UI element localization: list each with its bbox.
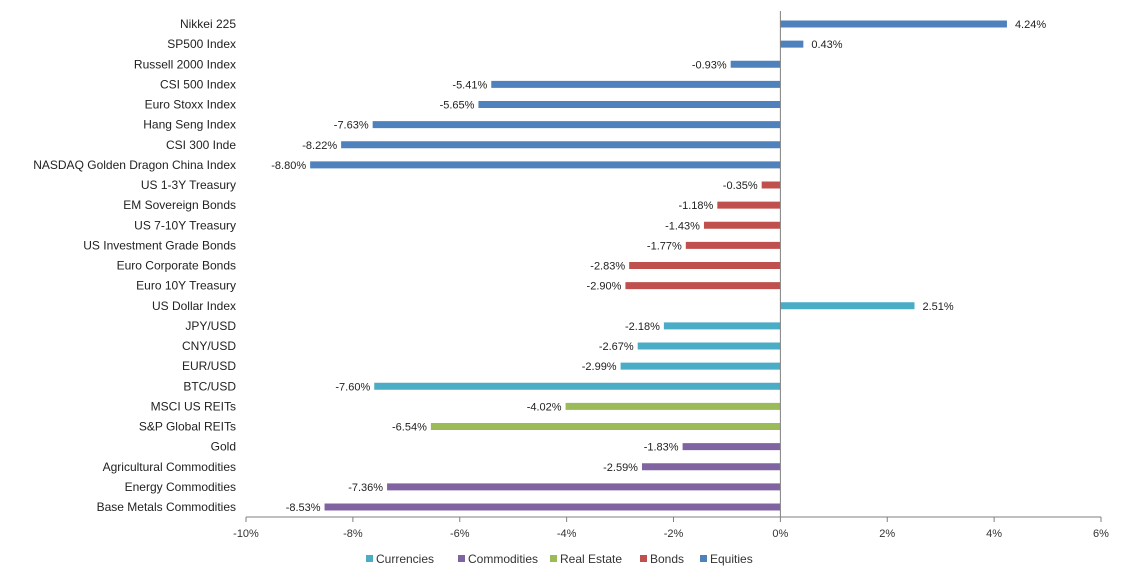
category-label: JPY/USD	[185, 319, 236, 333]
bar	[780, 20, 1007, 28]
bar	[682, 443, 781, 451]
x-tick-label: 0%	[772, 528, 788, 540]
bar	[761, 181, 781, 189]
data-label: -2.99%	[582, 361, 617, 373]
bar	[310, 161, 781, 169]
category-label: US Dollar Index	[152, 299, 236, 313]
legend-label: Real Estate	[560, 552, 622, 566]
x-tick-label: 2%	[879, 528, 895, 540]
category-label: NASDAQ Golden Dragon China Index	[33, 158, 236, 172]
data-label: -6.54%	[392, 422, 427, 434]
legend-swatch	[366, 555, 373, 562]
bar	[372, 121, 781, 129]
category-label: Agricultural Commodities	[103, 460, 236, 474]
data-label: -1.18%	[678, 200, 713, 212]
bar	[491, 80, 781, 88]
category-label: CSI 500 Index	[160, 77, 236, 91]
data-label: -1.43%	[665, 220, 700, 232]
category-label: Russell 2000 Index	[134, 57, 236, 71]
bar	[663, 322, 781, 330]
data-label: -2.18%	[625, 321, 660, 333]
data-label: -8.53%	[286, 502, 321, 514]
x-tick-label: -10%	[233, 528, 259, 540]
data-label: -5.65%	[440, 100, 475, 112]
legend-swatch	[700, 555, 707, 562]
bar	[717, 201, 781, 209]
category-label: MSCI US REITs	[151, 399, 236, 413]
category-label: US 7-10Y Treasury	[134, 218, 236, 232]
legend-label: Commodities	[468, 552, 538, 566]
data-label: 4.24%	[1015, 19, 1046, 31]
category-label: US Investment Grade Bonds	[83, 238, 236, 252]
data-label: -2.59%	[603, 462, 638, 474]
category-label: Gold	[211, 440, 236, 454]
category-label: Euro Stoxx Index	[145, 98, 236, 112]
data-label: 0.43%	[811, 39, 842, 51]
bar	[780, 40, 804, 48]
data-label: -1.77%	[647, 240, 682, 252]
data-label: -1.83%	[644, 442, 679, 454]
category-label: Energy Commodities	[125, 480, 236, 494]
data-label: -8.80%	[271, 160, 306, 172]
legend-swatch	[640, 555, 647, 562]
x-tick-label: 6%	[1093, 528, 1109, 540]
bar	[324, 503, 781, 511]
bar	[387, 483, 781, 491]
x-tick-label: -2%	[664, 528, 684, 540]
x-tick-label: 4%	[986, 528, 1002, 540]
bar	[730, 60, 781, 68]
category-label: EUR/USD	[182, 359, 236, 373]
legend-label: Equities	[710, 552, 753, 566]
bar	[565, 402, 781, 410]
bar	[374, 382, 781, 390]
bar	[780, 302, 915, 310]
category-label: CSI 300 Inde	[166, 138, 236, 152]
data-label: -8.22%	[302, 140, 337, 152]
x-tick-label: -4%	[557, 528, 577, 540]
data-label: -7.36%	[348, 482, 383, 494]
x-tick-label: -8%	[343, 528, 363, 540]
bar	[341, 141, 781, 149]
category-label: SP500 Index	[167, 37, 236, 51]
data-label: -0.93%	[692, 59, 727, 71]
category-label: BTC/USD	[183, 379, 236, 393]
category-label: S&P Global REITs	[139, 420, 236, 434]
category-label: US 1-3Y Treasury	[141, 178, 236, 192]
legend-label: Bonds	[650, 552, 684, 566]
data-label: -0.35%	[723, 180, 758, 192]
category-label: CNY/USD	[182, 339, 236, 353]
bar	[685, 241, 781, 249]
bar	[641, 463, 781, 471]
x-tick-label: -6%	[450, 528, 470, 540]
data-label: -2.83%	[590, 261, 625, 273]
bar	[620, 362, 781, 370]
category-label: Hang Seng Index	[143, 118, 236, 132]
data-label: -2.90%	[587, 281, 622, 293]
category-label: EM Sovereign Bonds	[123, 198, 236, 212]
bar	[703, 221, 781, 229]
legend-swatch	[550, 555, 557, 562]
bar	[629, 262, 781, 269]
bar	[478, 101, 781, 108]
data-label: -4.02%	[527, 401, 562, 413]
legend-label: Currencies	[376, 552, 434, 566]
category-label: Euro 10Y Treasury	[136, 279, 236, 293]
data-label: 2.51%	[923, 301, 954, 313]
bar	[430, 423, 781, 430]
category-label: Nikkei 225	[180, 17, 236, 31]
category-label: Base Metals Commodities	[97, 500, 236, 514]
legend-swatch	[458, 555, 465, 562]
bar	[637, 342, 781, 350]
category-label: Euro Corporate Bonds	[117, 259, 236, 273]
data-label: -7.63%	[334, 120, 369, 132]
bar	[625, 282, 781, 290]
data-label: -7.60%	[335, 381, 370, 393]
data-label: -2.67%	[599, 341, 634, 353]
data-label: -5.41%	[452, 79, 487, 91]
